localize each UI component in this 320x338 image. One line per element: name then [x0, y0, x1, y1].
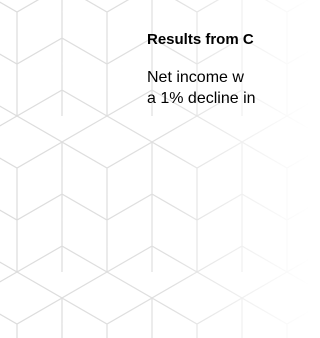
paragraph-line: a 1% decline in — [147, 88, 310, 109]
section-title: Results from C — [147, 30, 310, 50]
document-section: Results from C Net income w a 1% decline… — [147, 30, 310, 109]
page: {"section": {"title": "Results from C", … — [0, 0, 310, 338]
paragraph-line: Net income w — [147, 67, 310, 88]
